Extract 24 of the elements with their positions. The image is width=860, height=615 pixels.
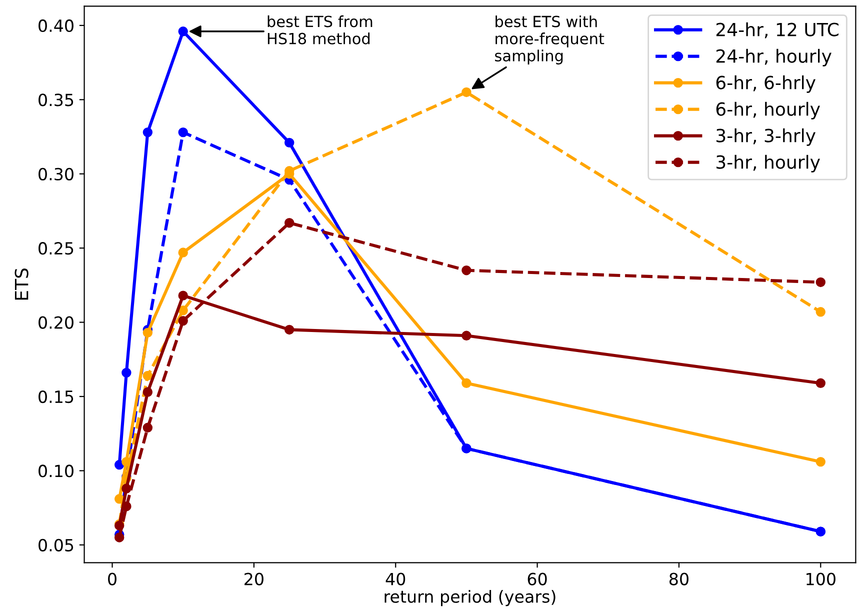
legend-label: 24-hr, hourly (716, 48, 832, 66)
x-tick-label: 100 (806, 572, 836, 586)
annotation: best ETS from HS18 method (268, 15, 372, 44)
y-tick-label: 0.05 (38, 538, 74, 552)
y-tick-label: 0.25 (38, 242, 74, 255)
x-axis-title: return period (years) (384, 590, 556, 606)
legend-label: 6-hr, 6-hrly (716, 75, 816, 93)
x-tick-label: 60 (528, 572, 547, 586)
x-tick-label: 20 (244, 572, 264, 586)
y-tick-label: 0.35 (38, 94, 74, 106)
annotation: best ETS with more-frequent sampling (495, 15, 604, 64)
y-tick-label: 0.40 (38, 19, 74, 32)
y-tick-label: 0.15 (38, 390, 74, 404)
legend-label: 24-hr, 12 UTC (716, 22, 838, 38)
x-tick-label: 0 (108, 572, 116, 586)
y-axis-title: ETS (14, 268, 28, 300)
x-tick-label: 40 (386, 572, 406, 586)
x-tick-label: 80 (669, 572, 688, 586)
y-tick-label: 0.30 (38, 168, 74, 180)
legend-label: 3-hr, 3-hrly (716, 128, 816, 146)
legend-label: 6-hr, hourly (716, 102, 820, 120)
legend-label: 3-hr, hourly (716, 154, 820, 172)
y-tick-label: 0.10 (38, 464, 74, 478)
y-tick-label: 0.20 (38, 316, 74, 329)
